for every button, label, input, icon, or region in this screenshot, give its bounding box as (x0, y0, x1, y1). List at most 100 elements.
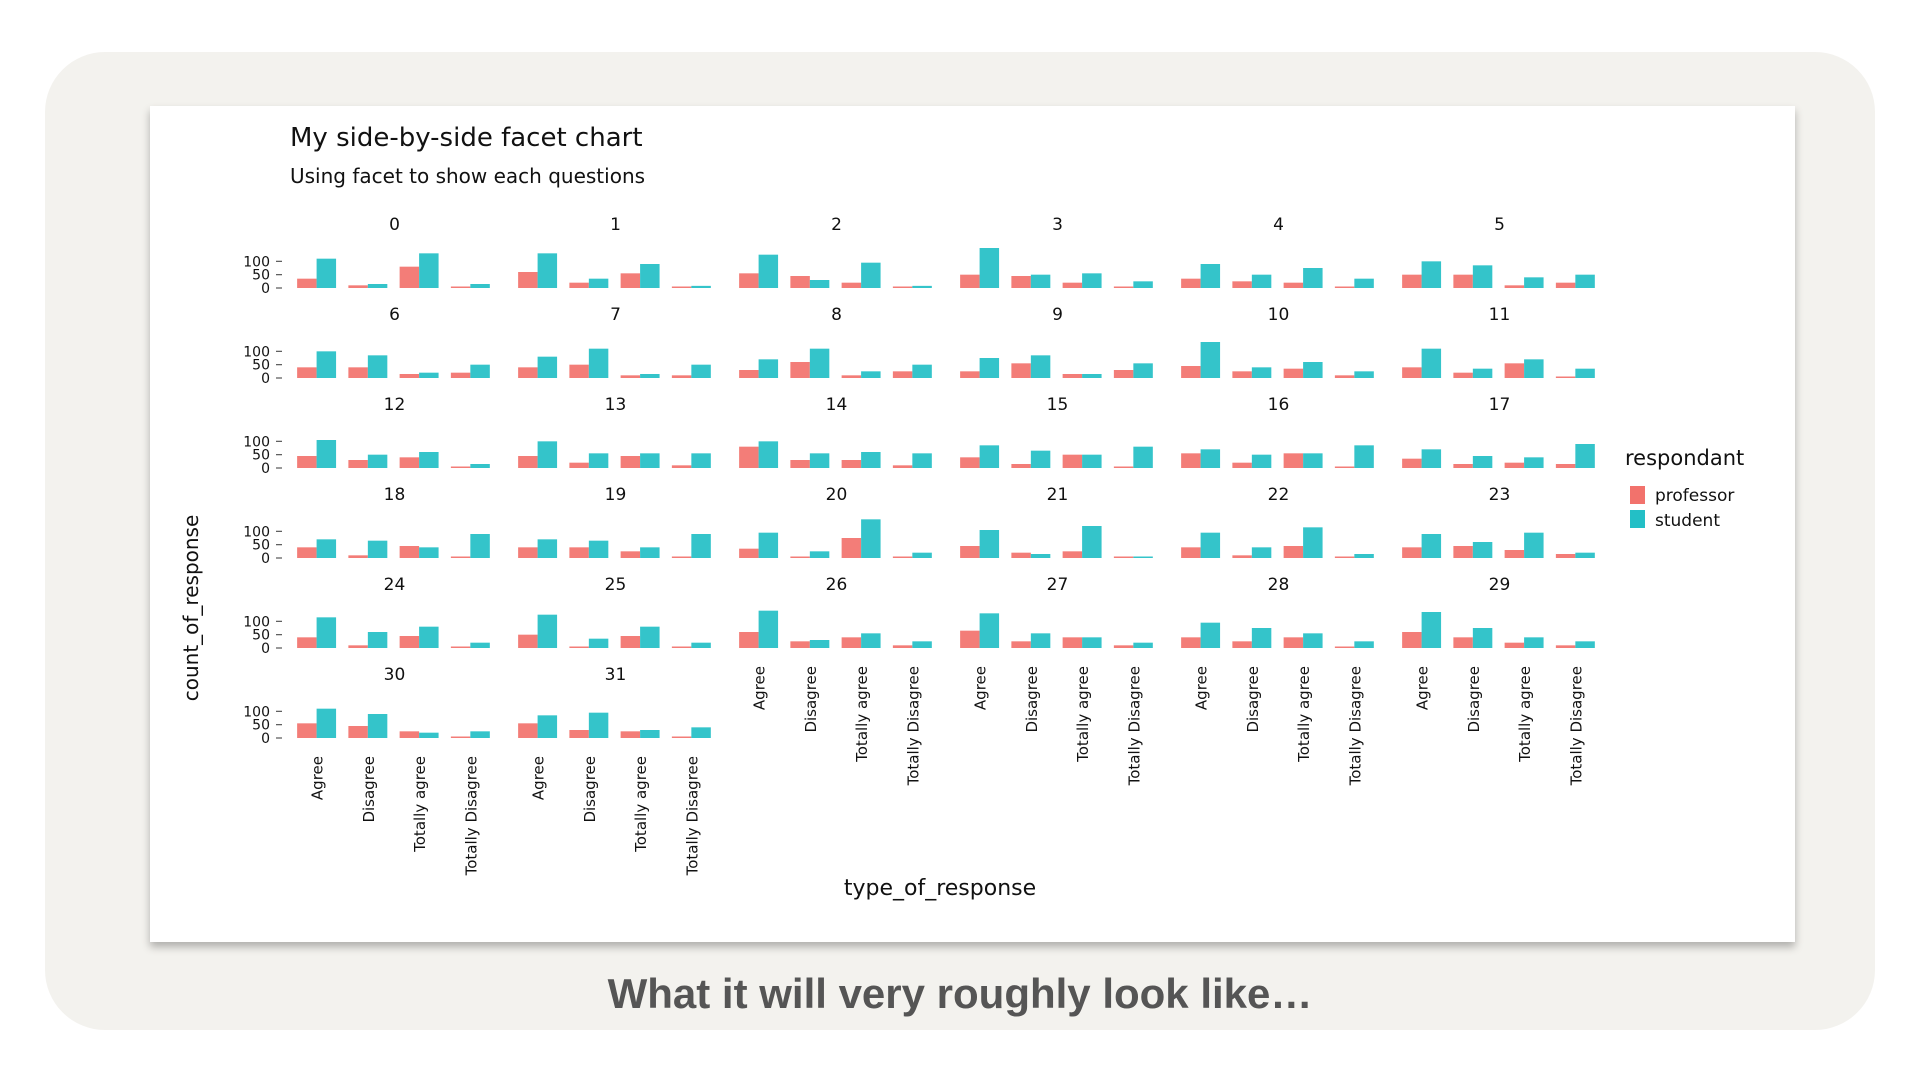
bar-student (1030, 274, 1051, 288)
bar-professor (960, 630, 980, 648)
bar-professor (399, 374, 420, 378)
bar-professor (1555, 645, 1576, 648)
facet-label: 30 (384, 665, 406, 685)
bar-student (1133, 281, 1153, 288)
bar-professor (671, 286, 692, 288)
bar-professor (1453, 274, 1473, 288)
y-tick-label: 50 (252, 538, 270, 554)
bar-professor (1113, 556, 1134, 558)
bar-student (419, 732, 439, 738)
bar-professor (518, 547, 538, 558)
bar-student (979, 358, 1000, 378)
facet-panel: 23 (1402, 485, 1595, 558)
bar-student (979, 248, 1000, 288)
bar-professor (841, 637, 862, 648)
facet-label: 4 (1273, 215, 1284, 235)
facet-label: 13 (605, 395, 627, 415)
bar-student (1082, 374, 1102, 378)
bar-student (316, 351, 337, 378)
bar-professor (1334, 466, 1355, 468)
x-tick-label: Totally Disagree (904, 666, 922, 786)
y-tick-label: 50 (252, 628, 270, 644)
x-axis-label: type_of_response (844, 876, 1036, 901)
bar-student (861, 262, 881, 288)
x-tick-label: Disagree (581, 756, 599, 823)
bar-student (640, 453, 660, 468)
y-tick-label: 100 (243, 614, 270, 630)
facet-panel: 21 (960, 485, 1153, 558)
bar-student (1251, 547, 1272, 558)
x-tick-label: Agree (1193, 666, 1211, 710)
bar-student (912, 641, 932, 648)
bar-professor (1555, 464, 1576, 468)
bar-student (809, 280, 830, 288)
facet-panel: 9 (960, 305, 1153, 378)
bar-professor (739, 632, 759, 648)
bar-student (861, 633, 881, 648)
facet-chart: My side-by-side facet chart Using facet … (179, 123, 1744, 901)
bar-student (1030, 554, 1051, 558)
bar-professor (790, 641, 810, 648)
bar-professor (348, 367, 368, 378)
facet-panel: 19 (518, 485, 711, 558)
bar-professor (1334, 375, 1355, 378)
legend-swatch-professor (1630, 486, 1645, 504)
bar-student (912, 552, 932, 558)
facet-label: 17 (1489, 395, 1511, 415)
bar-student (1251, 274, 1272, 288)
bar-student (1472, 368, 1493, 378)
bar-professor (297, 278, 317, 288)
facet-label: 20 (826, 485, 848, 505)
bar-student (1421, 534, 1442, 558)
bar-student (758, 610, 779, 648)
bar-student (758, 441, 779, 468)
bar-professor (892, 465, 913, 468)
facet-label: 15 (1047, 395, 1069, 415)
bar-student (1575, 641, 1595, 648)
bar-student (1524, 359, 1544, 378)
bar-student (1082, 454, 1102, 468)
bar-professor (620, 456, 641, 468)
bar-professor (841, 460, 862, 468)
y-tick-label: 0 (261, 281, 270, 297)
bar-student (691, 364, 711, 378)
bar-student (470, 642, 490, 648)
bar-student (1354, 371, 1374, 378)
x-tick-label: Disagree (802, 666, 820, 733)
facet-label: 1 (610, 215, 621, 235)
bar-professor (671, 736, 692, 738)
bar-student (1200, 342, 1221, 378)
facet-label: 14 (826, 395, 848, 415)
facet-panel: 4 (1181, 215, 1374, 288)
facet-label: 10 (1268, 305, 1290, 325)
bar-student (1354, 278, 1374, 288)
facet-panel: 10 (1181, 305, 1374, 378)
bar-student (470, 284, 490, 288)
bar-student (588, 348, 609, 378)
bar-student (861, 452, 881, 468)
x-tick-label: Totally agree (1516, 666, 1534, 763)
bar-student (1133, 446, 1153, 468)
x-tick-label: Agree (309, 756, 327, 800)
bar-professor (569, 462, 589, 468)
bar-student (367, 632, 388, 648)
bar-student (1472, 265, 1493, 288)
bar-professor (790, 362, 810, 378)
chart-card: My side-by-side facet chart Using facet … (150, 106, 1795, 942)
bar-professor (892, 556, 913, 558)
bar-student (1472, 542, 1493, 558)
x-tick-label: Totally agree (632, 756, 650, 853)
bar-student (691, 642, 711, 648)
bar-professor (841, 282, 862, 288)
y-tick-label: 100 (243, 254, 270, 270)
bar-student (588, 453, 609, 468)
bar-student (1472, 456, 1493, 468)
facet-label: 24 (384, 575, 406, 595)
facet-panel: 14 (739, 395, 932, 468)
y-tick-label: 50 (252, 718, 270, 734)
bar-student (1082, 637, 1102, 648)
facet-label: 8 (831, 305, 842, 325)
